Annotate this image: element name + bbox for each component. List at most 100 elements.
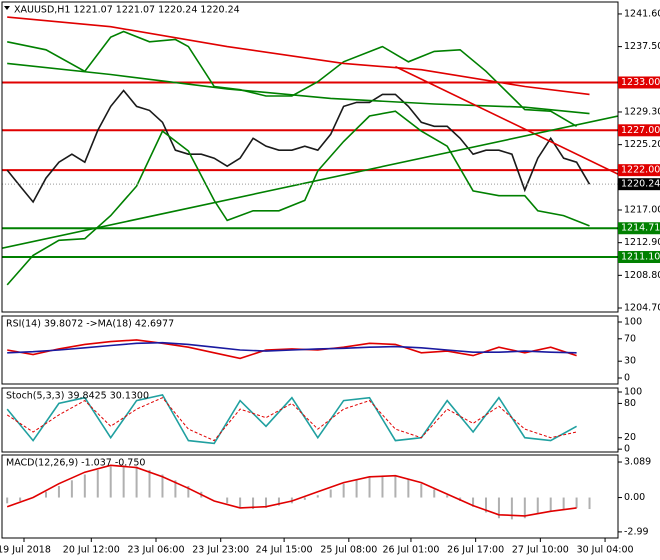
- y-tick-label: 1237.50: [624, 41, 660, 52]
- histogram-bar: [226, 497, 229, 504]
- plot-area: [7, 339, 577, 360]
- x-tick-label: 20 Jul 12:00: [63, 545, 120, 556]
- panel-title: MACD(12,26,9) -1.037 -0.750: [6, 458, 145, 469]
- histogram-bar: [433, 489, 436, 498]
- histogram-bar: [148, 469, 151, 498]
- y-tick-label: 80: [624, 398, 636, 409]
- level-label: 1211.10: [621, 252, 660, 263]
- panel-frame: [1, 387, 619, 453]
- level-label-bg: [618, 222, 660, 235]
- histogram-bar: [70, 480, 73, 498]
- x-tick-label: 23 Jul 06:00: [128, 545, 185, 556]
- y-tick-label: 100: [624, 387, 642, 398]
- histogram-bar: [472, 497, 475, 507]
- y-tick-label: 0: [624, 373, 630, 384]
- series-line: [7, 16, 590, 96]
- series-line: [7, 30, 578, 127]
- histogram-bar: [510, 497, 513, 520]
- series-line: [7, 341, 577, 354]
- panel-frame: [1, 454, 619, 539]
- last-price-bg: [618, 178, 660, 191]
- plot-area: [6, 393, 577, 445]
- histogram-bar: [277, 497, 280, 506]
- histogram-bar: [252, 497, 255, 510]
- y-tick-label: -2.99: [624, 526, 649, 537]
- y-tick-label: 20: [624, 432, 636, 443]
- panel-title: Stoch(5,3,3) 39.8425 30.1300: [6, 391, 149, 402]
- level-label-bg: [618, 124, 660, 137]
- panel-title: XAUUSD,H1 1221.07 1221.07 1220.24 1220.2…: [14, 5, 240, 16]
- y-tick-label: 1217.00: [624, 204, 660, 215]
- histogram-bar: [394, 475, 397, 498]
- histogram-bar: [96, 469, 99, 498]
- series-line: [6, 464, 577, 517]
- x-tick-label: 26 Jul 17:00: [447, 545, 504, 556]
- histogram-bar: [303, 497, 306, 500]
- histogram-bar: [355, 479, 358, 498]
- histogram-bar: [174, 480, 177, 498]
- histogram-bar: [381, 475, 384, 498]
- histogram-bar: [485, 497, 487, 513]
- histogram-bar: [536, 497, 539, 514]
- y-tick-label: 1229.30: [624, 106, 660, 117]
- histogram-bar: [329, 489, 332, 498]
- last-price-label: 1220.24: [621, 179, 660, 190]
- histogram-bar: [549, 497, 552, 512]
- x-tick-label: 23 Jul 23:00: [192, 545, 249, 556]
- level-label-bg: [618, 251, 660, 264]
- series-line: [6, 397, 577, 442]
- panel-frame: [1, 1, 619, 313]
- plot-area: [2, 16, 618, 286]
- histogram-bar: [161, 474, 164, 498]
- level-label: 1233.00: [621, 77, 660, 88]
- y-tick-label: 1212.90: [624, 237, 660, 248]
- histogram-bar: [420, 483, 423, 498]
- y-tick-label: 1241.60: [624, 8, 660, 19]
- histogram-bar: [368, 476, 371, 498]
- histogram-bar: [45, 491, 47, 498]
- histogram-bar: [122, 465, 125, 498]
- x-tick-label: 26 Jul 01:00: [382, 545, 439, 556]
- panel-title: RSI(14) 39.8072 ->MA(18) 42.6977: [6, 319, 174, 330]
- histogram-bar: [446, 495, 449, 498]
- x-tick-label: 30 Jul 04:00: [577, 545, 634, 556]
- y-tick-label: 3.089: [624, 457, 651, 468]
- plot-area: [6, 464, 591, 520]
- level-label: 1214.71: [621, 223, 660, 234]
- x-tick-label: 19 Jul 2018: [0, 545, 51, 556]
- series-line: [395, 65, 618, 175]
- level-label: 1227.00: [621, 125, 660, 136]
- level-label-bg: [618, 164, 660, 177]
- y-tick-label: 0.00: [624, 492, 645, 503]
- histogram-bar: [523, 497, 526, 519]
- y-tick-label: 1225.20: [624, 139, 660, 150]
- y-tick-label: 30: [624, 356, 636, 367]
- y-tick-label: 0: [624, 444, 630, 455]
- panel-frame: [1, 315, 619, 385]
- series-line: [6, 393, 577, 445]
- y-tick-label: 100: [624, 316, 642, 327]
- histogram-bar: [57, 486, 60, 498]
- x-tick-label: 24 Jul 15:00: [256, 545, 313, 556]
- y-tick-label: 1204.70: [624, 303, 660, 314]
- histogram-bar: [6, 497, 9, 504]
- y-tick-label: 70: [624, 333, 636, 344]
- histogram-bar: [83, 474, 86, 498]
- x-tick-label: 25 Jul 08:00: [320, 545, 377, 556]
- histogram-bar: [588, 497, 591, 510]
- histogram-bar: [187, 486, 190, 498]
- y-tick-label: 1208.80: [624, 270, 660, 281]
- histogram-bar: [265, 497, 267, 508]
- histogram-bar: [19, 497, 22, 501]
- level-label-bg: [618, 76, 660, 89]
- level-label: 1222.00: [621, 165, 660, 176]
- histogram-bar: [316, 495, 319, 498]
- histogram-bar: [407, 479, 410, 498]
- series-line: [2, 115, 618, 249]
- x-tick-label: 27 Jul 10:00: [512, 545, 569, 556]
- histogram-bar: [575, 497, 578, 508]
- histogram-bar: [342, 483, 345, 498]
- series-line: [6, 110, 590, 286]
